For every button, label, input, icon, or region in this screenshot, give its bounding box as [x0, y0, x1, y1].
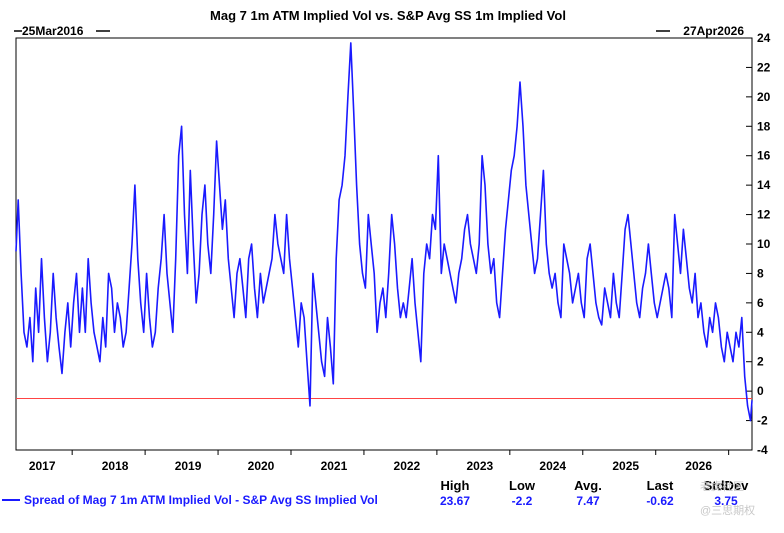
x-tick-label: 2018 — [102, 459, 129, 473]
stat-value: 7.47 — [576, 494, 600, 508]
y-tick-label: -2 — [757, 414, 768, 428]
watermark-line2: @三思期权 — [700, 504, 755, 517]
y-tick-label: -4 — [757, 443, 768, 457]
y-tick-label: 2 — [757, 355, 764, 369]
x-tick-label: 2019 — [175, 459, 202, 473]
y-tick-label: 22 — [757, 60, 771, 74]
y-tick-label: 10 — [757, 237, 771, 251]
plot-frame — [15, 37, 753, 451]
x-tick-label: 2020 — [248, 459, 275, 473]
y-tick-label: 24 — [757, 31, 771, 45]
x-tick-label: 2024 — [539, 459, 566, 473]
stat-value: 23.67 — [440, 494, 470, 508]
stat-value: 3.75 — [714, 494, 738, 508]
legend-label: Spread of Mag 7 1m ATM Implied Vol - S&P… — [24, 493, 378, 507]
y-tick-label: 0 — [757, 384, 764, 398]
stat-header: StdDev — [704, 478, 750, 493]
y-tick-label: 4 — [757, 325, 764, 339]
y-tick-label: 12 — [757, 208, 771, 222]
series-line — [15, 42, 753, 422]
chart-title: Mag 7 1m ATM Implied Vol vs. S&P Avg SS … — [210, 8, 566, 23]
stat-header: Last — [647, 478, 674, 493]
y-tick-label: 6 — [757, 296, 764, 310]
y-tick-label: 8 — [757, 266, 764, 280]
stat-value: -2.2 — [512, 494, 533, 508]
x-axis: 2017 2018 2019 2020 2021 2022 2023 2024 2025 2026 — [29, 450, 730, 473]
x-tick-label: 2022 — [394, 459, 421, 473]
stat-header: High — [441, 478, 470, 493]
stat-value: -0.62 — [646, 494, 674, 508]
series-group — [15, 42, 753, 422]
x-tick-label: 2021 — [321, 459, 348, 473]
start-date-label: 25Mar2016 — [22, 24, 84, 38]
y-tick-label: 20 — [757, 90, 771, 104]
x-tick-label: 2017 — [29, 459, 56, 473]
watermark-line1: 老虎社区 — [700, 479, 744, 493]
stats-table: High Low Avg. Last StdDev 23.67 -2.2 7.47 -0.62 3… — [440, 478, 749, 508]
stat-header: Low — [509, 478, 536, 493]
stat-header: Avg. — [574, 478, 602, 493]
x-tick-label: 2023 — [466, 459, 493, 473]
x-tick-label: 2025 — [612, 459, 639, 473]
x-tick-label: 2026 — [685, 459, 712, 473]
y-tick-label: 14 — [757, 178, 771, 192]
y-tick-label: 18 — [757, 119, 771, 133]
end-date-label: 27Apr2026 — [683, 24, 744, 38]
y-tick-label: 16 — [757, 149, 771, 163]
